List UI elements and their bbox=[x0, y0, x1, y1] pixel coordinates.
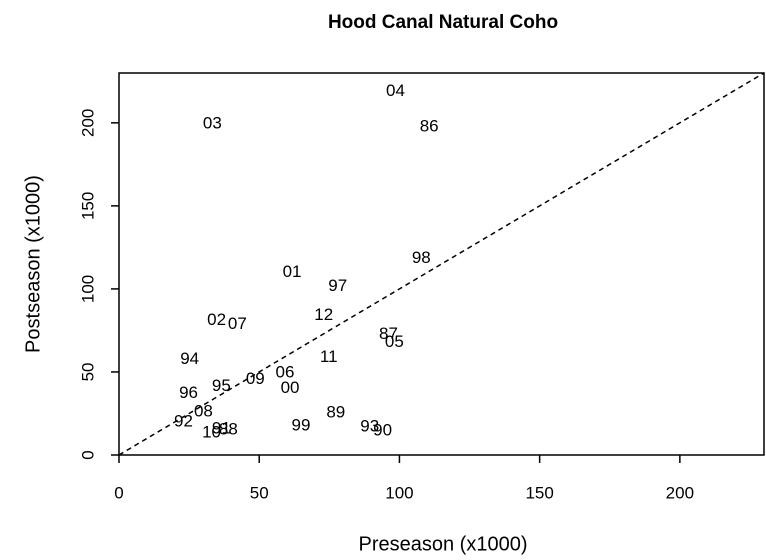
point-label: 95 bbox=[212, 376, 231, 395]
point-label: 02 bbox=[207, 310, 226, 329]
point-label: 09 bbox=[246, 369, 265, 388]
point-label: 10 bbox=[202, 422, 221, 441]
point-label: 05 bbox=[385, 332, 404, 351]
y-tick-label: 100 bbox=[78, 275, 97, 303]
x-tick-label: 200 bbox=[666, 483, 694, 502]
y-axis-label: Postseason (x1000) bbox=[22, 175, 44, 353]
point-label: 07 bbox=[228, 314, 247, 333]
point-label: 86 bbox=[420, 116, 439, 135]
point-label: 92 bbox=[174, 411, 193, 430]
x-axis-label: Preseason (x1000) bbox=[359, 533, 528, 555]
point-label: 97 bbox=[328, 276, 347, 295]
point-label: 08 bbox=[194, 401, 213, 420]
point-label: 89 bbox=[326, 402, 345, 421]
chart-title: Hood Canal Natural Coho bbox=[328, 12, 558, 33]
point-label: 03 bbox=[203, 113, 222, 132]
y-tick-label: 50 bbox=[78, 362, 97, 381]
x-tick-label: 100 bbox=[385, 483, 413, 502]
point-label: 96 bbox=[179, 383, 198, 402]
point-label: 01 bbox=[283, 262, 302, 281]
point-label: 87 bbox=[379, 324, 398, 343]
point-label: 94 bbox=[180, 349, 199, 368]
point-label: 06 bbox=[276, 362, 295, 381]
point-label: 93 bbox=[360, 416, 379, 435]
y-tick-label: 150 bbox=[78, 192, 97, 220]
y-tick-label: 0 bbox=[78, 450, 97, 459]
x-tick-label: 150 bbox=[525, 483, 553, 502]
point-label: 11 bbox=[320, 347, 338, 366]
point-label: 12 bbox=[314, 305, 333, 324]
x-tick-label: 0 bbox=[114, 483, 123, 502]
point-label: 88 bbox=[219, 419, 238, 438]
point-label: 90 bbox=[373, 420, 392, 439]
x-tick-label: 50 bbox=[250, 483, 269, 502]
one-to-one-line bbox=[118, 72, 765, 456]
point-label: 99 bbox=[292, 415, 311, 434]
point-label: 00 bbox=[281, 378, 300, 397]
point-label: 04 bbox=[386, 81, 405, 100]
point-label: 91 bbox=[212, 418, 231, 437]
y-tick-label: 200 bbox=[78, 109, 97, 137]
plot-frame bbox=[118, 72, 765, 456]
point-label: 98 bbox=[412, 248, 431, 267]
